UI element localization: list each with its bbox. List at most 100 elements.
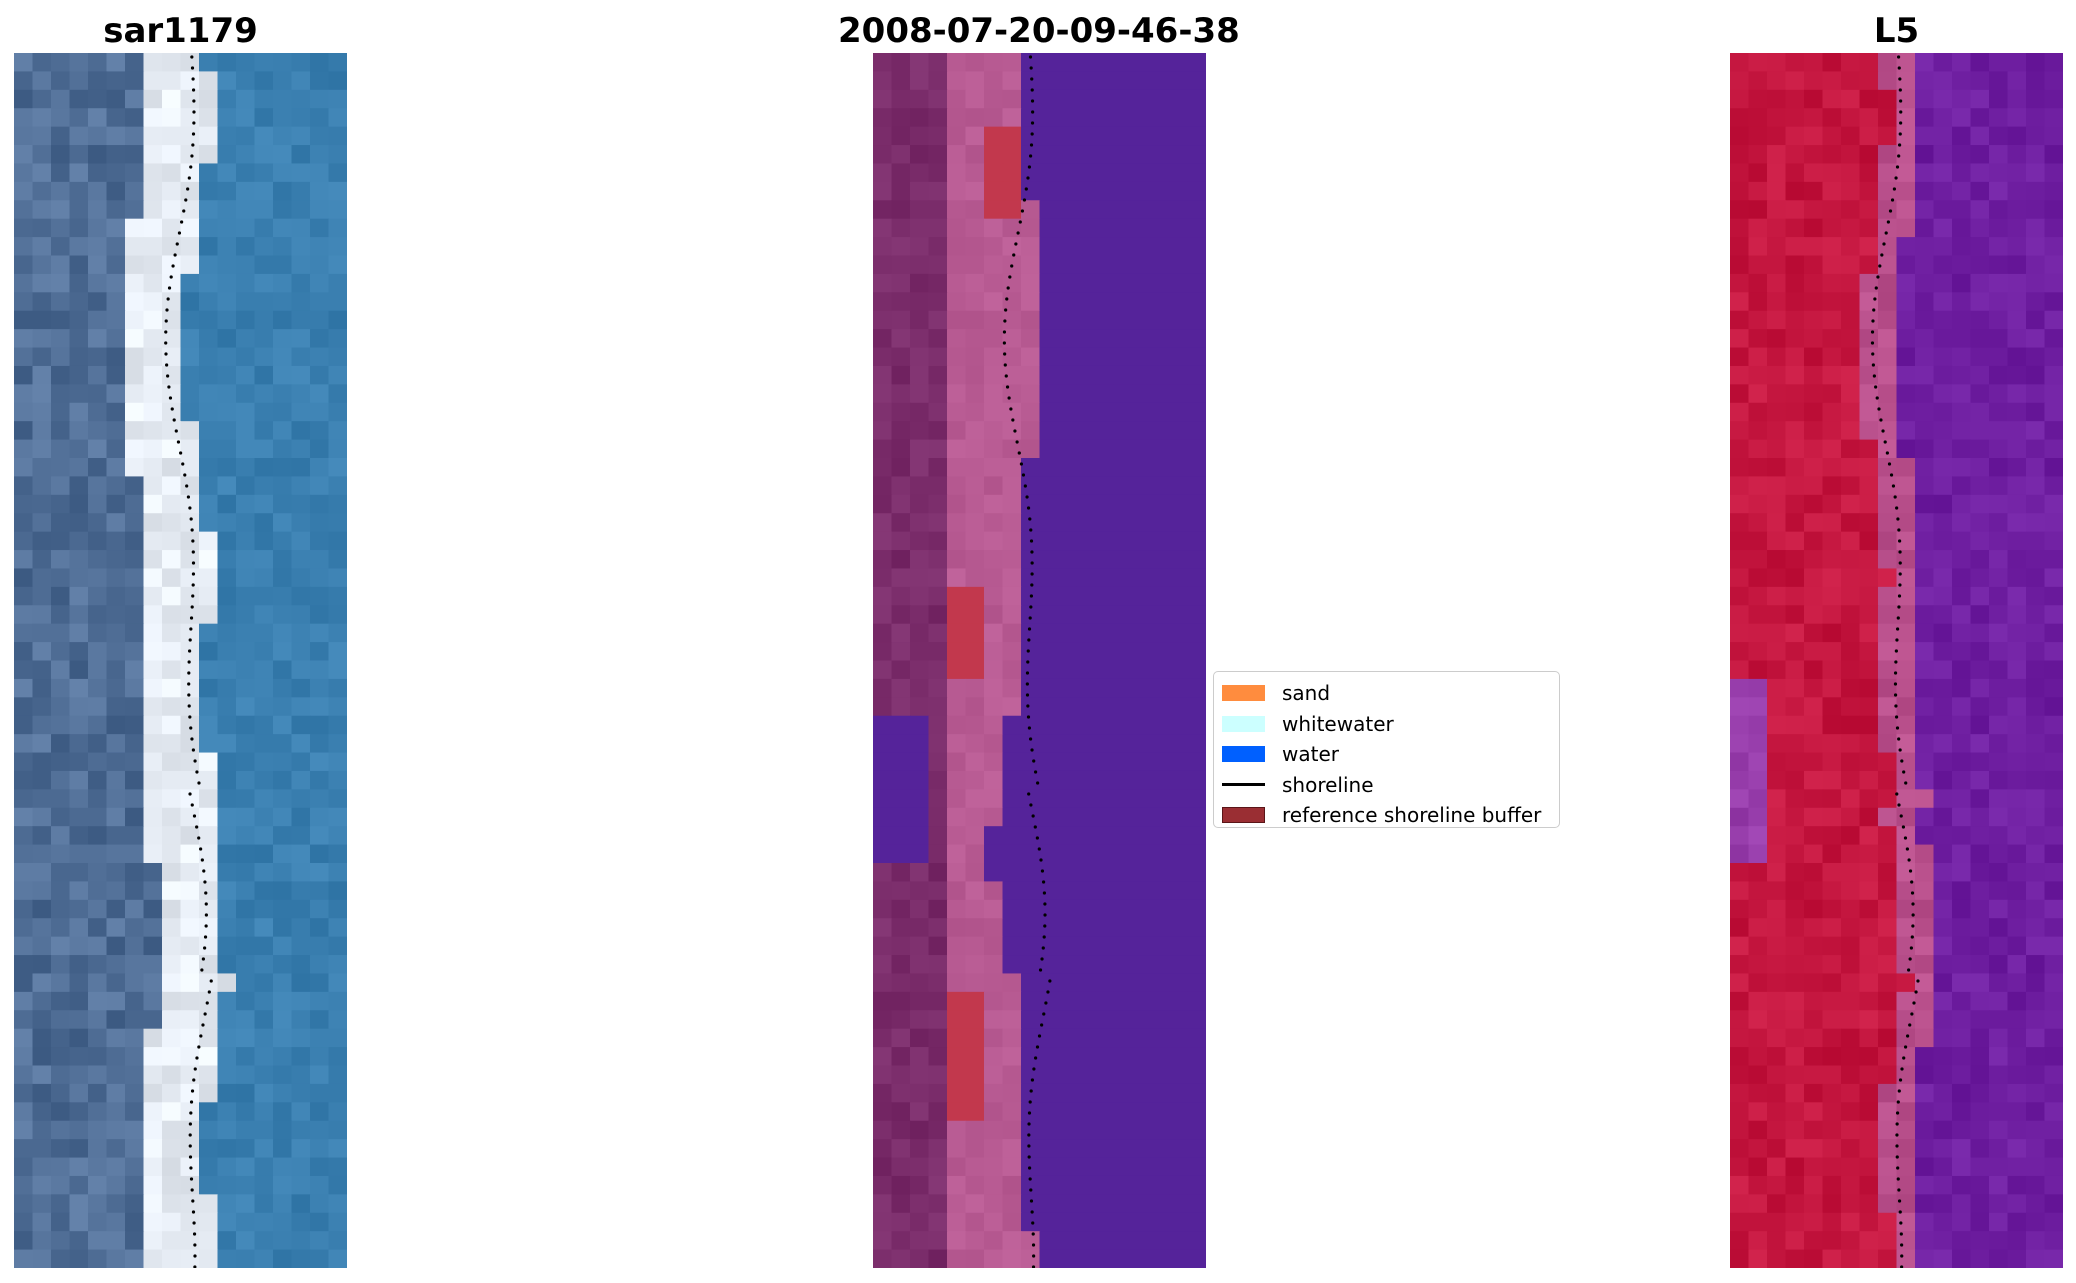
- shoreline-dot: [193, 759, 197, 763]
- shoreline-dot: [201, 957, 205, 961]
- shoreline-dot: [1897, 1089, 1901, 1093]
- shoreline-dot: [1031, 1265, 1036, 1268]
- shoreline-dot: [1911, 924, 1915, 928]
- panel-title-rgb: sar1179: [103, 11, 258, 51]
- shoreline-dot: [1874, 385, 1878, 389]
- shoreline-dot: [200, 858, 204, 862]
- shoreline-dot: [1871, 363, 1875, 367]
- shoreline-dot: [1903, 1045, 1908, 1049]
- shoreline-dot: [1015, 440, 1019, 444]
- shoreline-dot: [1882, 242, 1886, 246]
- shoreline-dot: [1044, 1001, 1048, 1005]
- shoreline-dot: [1002, 330, 1007, 334]
- shoreline-dot: [192, 110, 196, 114]
- shoreline-dot: [1899, 1221, 1903, 1225]
- shoreline-dot: [1004, 308, 1008, 312]
- shoreline-dot: [1899, 1232, 1903, 1236]
- shoreline-dot: [1039, 858, 1043, 862]
- shoreline-dot: [1910, 1012, 1914, 1016]
- shoreline-dot: [1027, 726, 1032, 730]
- shoreline-dot: [189, 726, 193, 730]
- shoreline-dot: [1012, 253, 1016, 257]
- shoreline-dot: [1008, 275, 1012, 279]
- shoreline-dot: [1895, 1133, 1899, 1137]
- shoreline-dot: [203, 935, 208, 939]
- shoreline-dot: [187, 671, 191, 675]
- shoreline-dot: [188, 1144, 192, 1148]
- shoreline-dot: [1005, 385, 1010, 389]
- shoreline-dot: [197, 781, 201, 785]
- shoreline-dot: [1020, 209, 1025, 213]
- shoreline-dot: [1904, 781, 1908, 785]
- shoreline-dot: [1896, 517, 1900, 521]
- shoreline-dot: [1030, 99, 1035, 103]
- shoreline-dot: [1028, 1100, 1032, 1104]
- shoreline-dot: [1892, 187, 1896, 191]
- shoreline-dot: [1040, 869, 1045, 873]
- shoreline-dot: [191, 132, 196, 136]
- shoreline-dot: [1911, 913, 1915, 917]
- shoreline-dot: [1897, 528, 1901, 532]
- shoreline-dot: [1910, 891, 1915, 895]
- shoreline-dot: [1027, 1133, 1031, 1137]
- shoreline-dot: [1893, 495, 1897, 499]
- shoreline-dot: [187, 176, 191, 180]
- shoreline-dot: [188, 1133, 192, 1137]
- shoreline-dot: [177, 231, 182, 235]
- shoreline-dot: [1893, 682, 1898, 686]
- shoreline-dot: [190, 1188, 194, 1192]
- shoreline-dot: [1013, 429, 1017, 433]
- shoreline-dot: [1898, 132, 1902, 136]
- shoreline-dot: [189, 1111, 193, 1115]
- legend-label-shoreline: shoreline: [1282, 772, 1374, 797]
- legend-swatch-water: [1222, 746, 1265, 763]
- shoreline-dot: [1912, 1001, 1916, 1005]
- shoreline-dot: [193, 1243, 197, 1247]
- shoreline-dot: [1897, 1188, 1901, 1192]
- shoreline-dot: [171, 264, 175, 268]
- shoreline-dot: [187, 682, 191, 686]
- shoreline-dot: [1030, 572, 1034, 576]
- shoreline-dot: [1894, 704, 1898, 708]
- shoreline-dot: [189, 1100, 194, 1104]
- shoreline-dot: [165, 308, 169, 312]
- shoreline-dot: [1006, 286, 1010, 290]
- shoreline-dot: [168, 396, 173, 400]
- shoreline-dot: [1027, 1155, 1031, 1159]
- shoreline-dot: [193, 1067, 197, 1071]
- shoreline-dot: [1030, 77, 1034, 81]
- shoreline-dot: [186, 187, 190, 191]
- shoreline-dot: [187, 660, 191, 664]
- shoreline-dot: [1898, 1210, 1902, 1214]
- shoreline-dot: [1029, 528, 1033, 532]
- shoreline-dot: [188, 1155, 193, 1159]
- shoreline-dot: [1032, 759, 1036, 763]
- shoreline-dot: [1895, 1122, 1899, 1126]
- shoreline-dot: [189, 517, 193, 521]
- shoreline-dot: [1046, 990, 1050, 994]
- shoreline-dot: [1879, 418, 1883, 422]
- shoreline-dot: [181, 462, 185, 466]
- shoreline-dot: [190, 528, 194, 532]
- shoreline-dot: [202, 869, 206, 873]
- shoreline-dot: [1027, 1122, 1031, 1126]
- legend-item-water: water: [1222, 739, 1559, 770]
- shoreline-dot: [1895, 1144, 1899, 1148]
- shoreline-dot: [1027, 627, 1032, 631]
- shoreline-dot: [1872, 308, 1876, 312]
- shoreline-dot: [1026, 704, 1030, 708]
- shoreline-dot: [1042, 891, 1047, 895]
- shoreline-dot: [1895, 726, 1900, 730]
- shoreline-dot: [164, 341, 168, 345]
- shoreline-dot: [175, 242, 179, 246]
- shoreline-dot: [1898, 550, 1902, 554]
- shoreline-dot: [1893, 693, 1898, 697]
- shoreline-dot: [191, 539, 195, 543]
- shoreline-dot: [188, 792, 192, 796]
- shoreline-dot: [1029, 1089, 1033, 1093]
- index-image: [1730, 53, 2063, 1268]
- legend-label-reference-buffer: reference shoreline buffer: [1282, 803, 1542, 828]
- shoreline-dot: [1898, 561, 1902, 565]
- shoreline-dot: [1898, 88, 1902, 92]
- shoreline-dot: [1898, 539, 1902, 543]
